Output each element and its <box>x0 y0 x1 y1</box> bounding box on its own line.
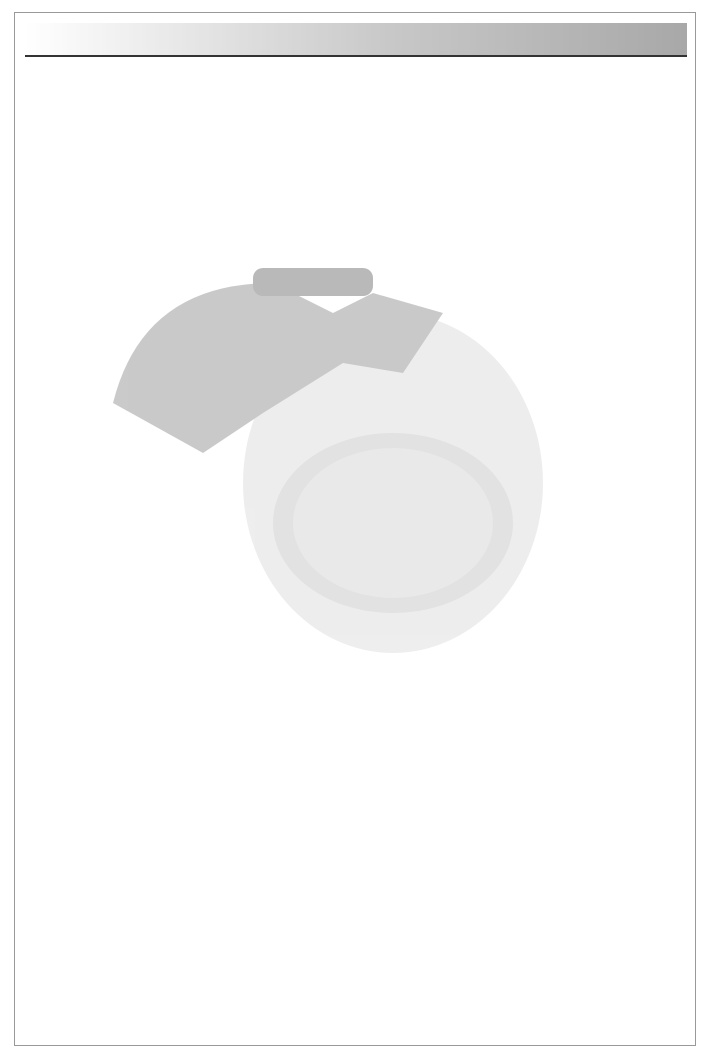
pump-illustration-icon <box>113 268 543 653</box>
title-bar <box>25 23 687 57</box>
chart-svg <box>23 93 643 703</box>
figure-frame <box>14 12 696 1046</box>
chart-area <box>23 93 643 663</box>
